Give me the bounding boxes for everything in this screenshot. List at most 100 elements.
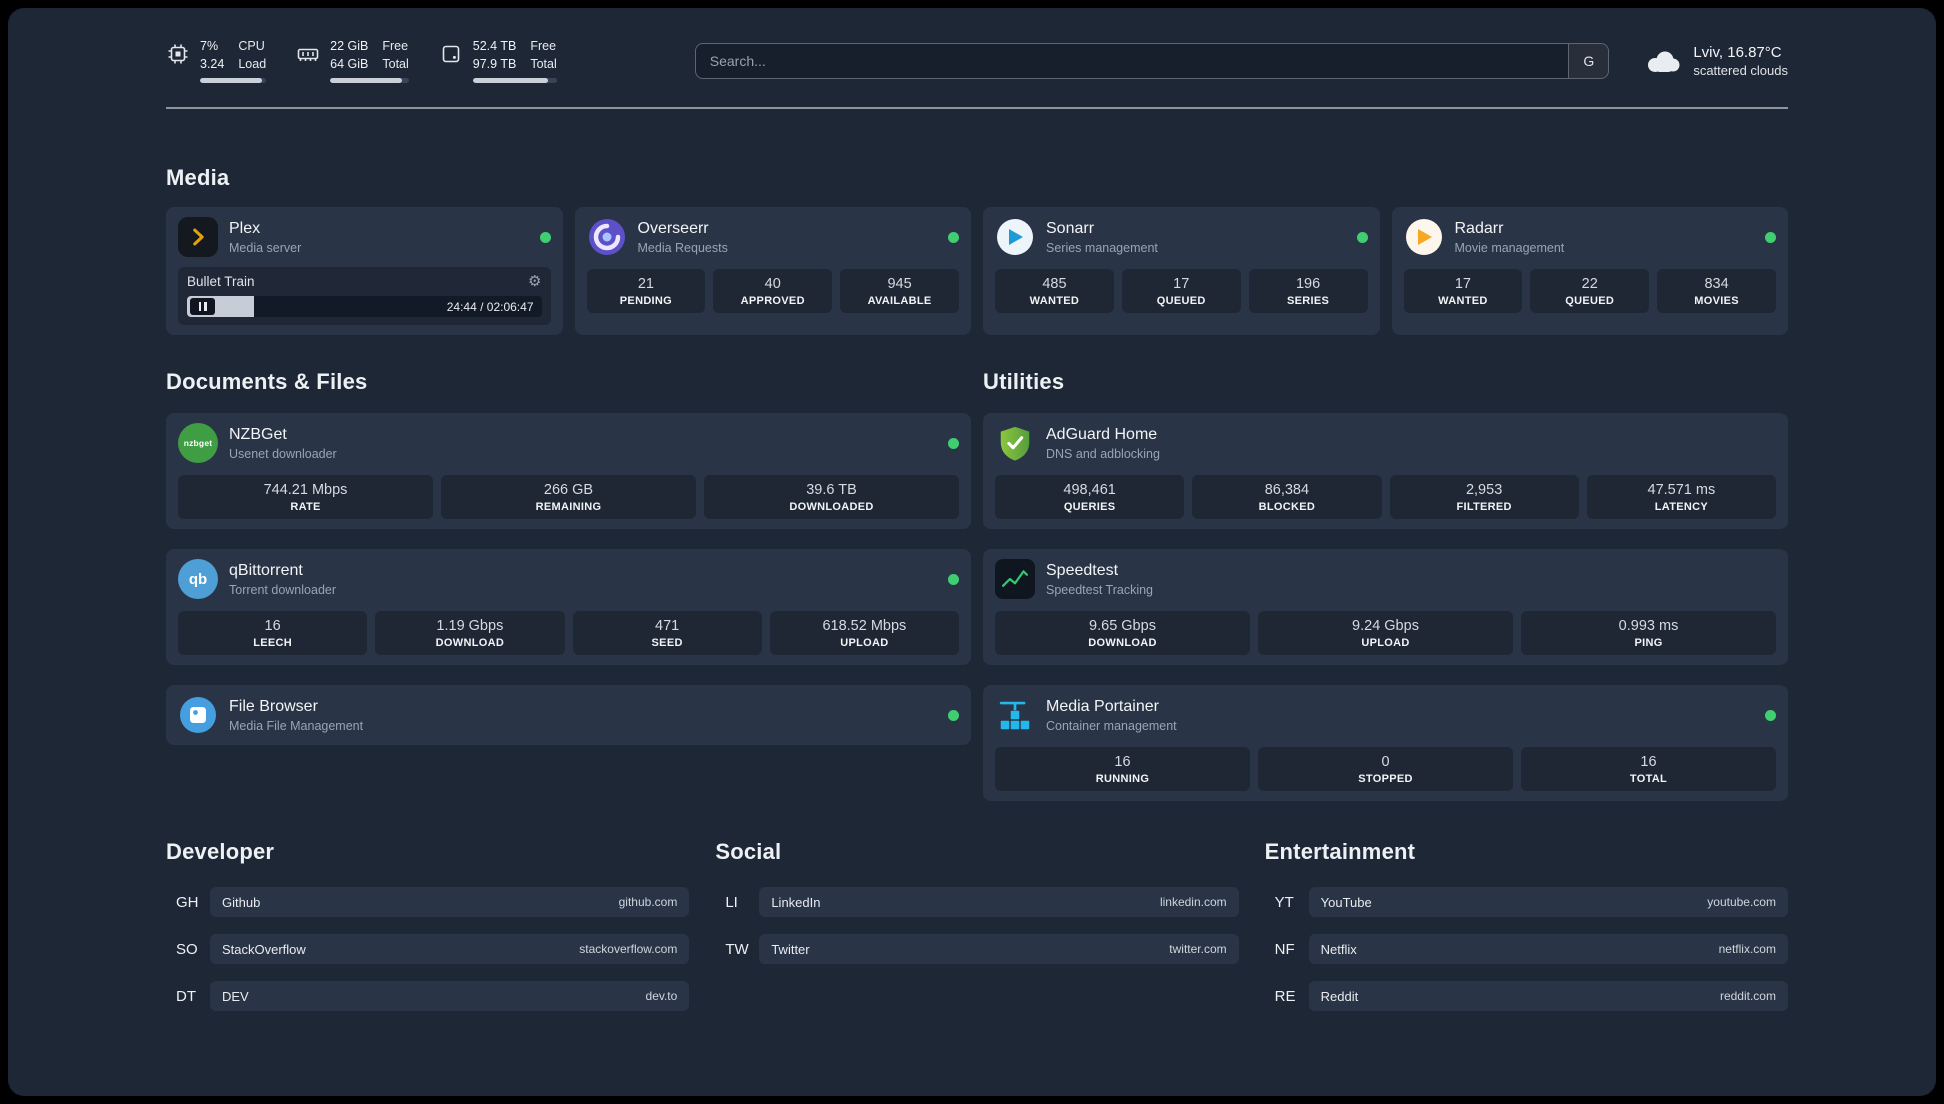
status-dot-online [1356,231,1368,243]
service-card-adguard[interactable]: AdGuard Home DNS and adblocking 498,461 Q… [983,413,1788,529]
search-bar: G [694,42,1610,79]
stat-box: 86,384 BLOCKED [1192,475,1382,519]
cloud-icon [1648,51,1680,72]
memory-bar [330,78,409,83]
stat-box: 16 LEECH [178,611,368,655]
portainer-icon [995,695,1035,735]
cpu-usage-value: 7% [200,39,219,53]
bookmark-group-developer: Developer GH Github github.com SO StackOv… [166,839,690,1028]
stat-box: 17 QUEUED [1121,269,1241,313]
service-card-speedtest[interactable]: Speedtest Speedtest Tracking 9.65 Gbps DO… [983,549,1788,665]
bookmark-group-entertainment: Entertainment YT YouTube youtube.com NF N… [1265,839,1788,1028]
stat-box: 485 WANTED [995,269,1114,313]
plex-icon [178,217,218,257]
bookmark-pill[interactable]: LinkedIn linkedin.com [759,887,1239,917]
stat-box: 618.52 Mbps UPLOAD [769,611,959,655]
service-subtitle: Media server [229,241,302,256]
status-dot-online [948,709,959,721]
bookmark-group-social: Social LI LinkedIn linkedin.com TW Twitte… [715,839,1239,1028]
service-name: NZBGet [229,425,287,443]
bookmark-pill[interactable]: YouTube youtube.com [1308,887,1788,917]
stat-box: 266 GB REMAINING [441,475,696,519]
weather-widget[interactable]: Lviv, 16.87°C scattered clouds [1643,43,1788,78]
service-name: Media Portainer [1046,697,1159,715]
stat-box: 22 QUEUED [1530,269,1650,313]
bookmark-abbr: SO [176,940,198,958]
cpu-load-value: 3.24 [200,56,225,71]
section-title-developer: Developer [166,839,275,864]
stat-box: 945 AVAILABLE [840,269,959,313]
bookmark-pill[interactable]: Twitter twitter.com [759,934,1239,964]
bookmark-abbr: TW [725,940,749,958]
bookmark-abbr: YT [1274,893,1294,911]
stat-box: 2,953 FILTERED [1389,475,1579,519]
nzbget-icon: nzbget [178,423,218,463]
stat-box: 9.65 Gbps DOWNLOAD [995,611,1250,655]
bookmark-linkedin[interactable]: LI LinkedIn linkedin.com [715,887,1239,917]
stat-box: 39.6 TB DOWNLOADED [704,475,959,519]
bookmark-pill[interactable]: StackOverflow stackoverflow.com [210,934,690,964]
disk-bar [472,78,557,83]
cpu-load-label: Load [238,56,267,71]
status-dot-online [948,437,959,449]
cpu-usage-label: CPU [238,39,265,53]
bookmark-github[interactable]: GH Github github.com [166,887,690,917]
gear-icon[interactable]: ⚙ [528,273,542,290]
stat-box: 1.19 Gbps DOWNLOAD [375,611,565,655]
bookmark-stackoverflow[interactable]: SO StackOverflow stackoverflow.com [166,934,690,964]
memory-total-value: 64 GiB [330,56,369,71]
section-title-social: Social [715,839,782,864]
resource-disk: 52.4 TB 97.9 TB Free Total [439,38,557,83]
service-subtitle: Speedtest Tracking [1046,583,1154,598]
top-bar: 7% 3.24 CPU Load [166,38,1788,83]
bookmark-pill[interactable]: Netflix netflix.com [1308,934,1788,964]
service-name: Plex [229,219,261,237]
service-card-qbittorrent[interactable]: qb qBittorrent Torrent downloader 16 LEEC… [166,549,971,665]
bookmark-reddit[interactable]: RE Reddit reddit.com [1265,981,1788,1011]
status-dot-online [948,573,959,585]
radarr-icon [1404,217,1444,257]
bookmark-netflix[interactable]: NF Netflix netflix.com [1265,934,1788,964]
bookmark-pill[interactable]: Reddit reddit.com [1308,981,1788,1011]
disk-total-label: Total [530,56,557,71]
playback-progress-bar[interactable]: 24:44 / 02:06:47 [187,296,542,317]
pause-button[interactable] [190,298,215,315]
search-input[interactable] [695,43,1569,78]
bookmark-abbr: LI [725,893,738,911]
service-card-filebrowser[interactable]: File Browser Media File Management [166,685,971,745]
bookmark-youtube[interactable]: YT YouTube youtube.com [1265,887,1788,917]
bookmark-pill[interactable]: DEV dev.to [210,981,690,1011]
filebrowser-icon [178,695,218,735]
service-card-sonarr[interactable]: Sonarr Series management 485 WANTED 17 QUE… [983,207,1380,335]
service-card-portainer[interactable]: Media Portainer Container management 16 R… [983,685,1788,801]
service-name: AdGuard Home [1046,425,1158,443]
stat-box: 47.571 ms LATENCY [1586,475,1776,519]
stat-box: 17 WANTED [1403,269,1523,313]
bookmark-pill[interactable]: Github github.com [210,887,690,917]
service-card-overseerr[interactable]: Overseerr Media Requests 21 PENDING 40 APP… [574,207,971,335]
service-card-plex[interactable]: Plex Media server Bullet Train ⚙ 24:44 /… [166,207,563,335]
system-resources: 7% 3.24 CPU Load [166,38,557,83]
stat-box: 40 APPROVED [713,269,833,313]
disk-total-value: 97.9 TB [472,56,517,71]
bookmark-twitter[interactable]: TW Twitter twitter.com [715,934,1239,964]
resource-memory: 22 GiB 64 GiB Free Total [296,38,409,83]
cpu-icon [168,44,188,64]
service-name: Speedtest [1046,561,1119,579]
playback-time: 24:44 / 02:06:47 [446,299,534,314]
section-utilities: Utilities AdGuard Home DNS and adblockin… [983,369,1788,801]
stat-box: 834 MOVIES [1657,269,1776,313]
service-name: Sonarr [1046,219,1095,237]
bookmark-abbr: GH [176,893,199,911]
search-provider-button[interactable]: G [1568,43,1609,78]
weather-location-temp: Lviv, 16.87°C [1693,43,1782,61]
service-name: File Browser [229,697,318,715]
cpu-bar [200,78,267,83]
service-card-nzbget[interactable]: nzbget NZBGet Usenet downloader 744.21 M… [166,413,971,529]
service-subtitle: Container management [1046,719,1177,734]
service-name: Radarr [1454,219,1504,237]
section-title-entertainment: Entertainment [1264,839,1416,864]
service-name: qBittorrent [229,561,303,579]
service-card-radarr[interactable]: Radarr Movie management 17 WANTED 22 QUEUE… [1391,207,1788,335]
bookmark-dev[interactable]: DT DEV dev.to [166,981,690,1011]
